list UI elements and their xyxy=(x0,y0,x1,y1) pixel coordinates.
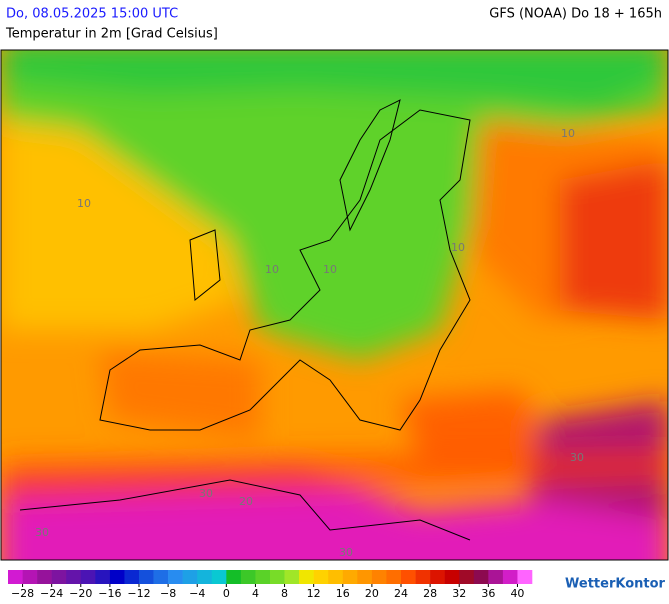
contour-label: 10 xyxy=(561,127,575,140)
colorbar-swatch xyxy=(328,570,344,584)
colorbar-tick-label: 16 xyxy=(336,587,350,600)
colorbar-tick-label: −16 xyxy=(98,587,121,600)
colorbar-tick-label: 12 xyxy=(307,587,321,600)
colorbar-swatch xyxy=(80,570,96,584)
colorbar-tick-label: −8 xyxy=(160,587,176,600)
colorbar-tick-label: −24 xyxy=(40,587,63,600)
colorbar-swatch xyxy=(299,570,314,584)
colorbar-swatch xyxy=(66,570,82,584)
colorbar-swatch xyxy=(226,570,242,584)
colorbar-swatch xyxy=(182,570,198,584)
colorbar-swatch xyxy=(517,570,533,584)
colorbar-swatch xyxy=(255,570,271,584)
contour-label: 10 xyxy=(265,263,279,276)
contour-label: 30 xyxy=(339,546,353,559)
colorbar-swatch xyxy=(459,570,475,584)
colorbar-swatch xyxy=(8,570,23,584)
contour-label: 30 xyxy=(35,526,49,539)
colorbar-swatch xyxy=(342,570,358,584)
colorbar-tick-label: 20 xyxy=(365,587,379,600)
colorbar-swatch xyxy=(473,570,489,584)
contour-label: 20 xyxy=(239,495,253,508)
colorbar-tick-label: 36 xyxy=(481,587,495,600)
colorbar-tick-label: 0 xyxy=(223,587,230,600)
colorbar-swatch xyxy=(211,570,227,584)
logo: WetterKontor xyxy=(565,577,666,592)
colorbar-tick-label: 24 xyxy=(394,587,408,600)
colorbar-swatch xyxy=(51,570,67,584)
contour-label: 10 xyxy=(77,197,91,210)
colorbar-tick-label: −28 xyxy=(11,587,34,600)
colorbar-tick-label: −20 xyxy=(69,587,92,600)
map-frame xyxy=(0,49,669,561)
colorbar-swatch xyxy=(313,570,329,584)
colorbar-swatch xyxy=(401,570,416,584)
colorbar-tick-label: 40 xyxy=(510,587,524,600)
colorbar-swatch xyxy=(488,570,504,584)
colorbar-swatch xyxy=(270,570,285,584)
contour-label: 10 xyxy=(451,241,465,254)
colorbar-swatch xyxy=(37,570,52,584)
colorbar-swatch xyxy=(386,570,402,584)
contour-label: 30 xyxy=(570,451,584,464)
date: Do, 08.05.2025 15:00 UTC xyxy=(6,7,178,22)
colorbar-swatch xyxy=(197,570,213,584)
colorbar-swatch xyxy=(284,570,300,584)
colorbar-swatch xyxy=(95,570,111,584)
colorbar-swatch xyxy=(430,570,445,584)
colorbar-swatch xyxy=(22,570,38,584)
colorbar-tick-label: −12 xyxy=(127,587,150,600)
colorbar-swatch xyxy=(357,570,373,584)
map xyxy=(1,50,668,560)
colorbar-tick-label: 32 xyxy=(452,587,466,600)
colorbar-swatch xyxy=(153,570,169,584)
colorbar-tick-label: −4 xyxy=(189,587,205,600)
colorbar-tick-label: 8 xyxy=(281,587,288,600)
colorbar-swatch xyxy=(371,570,387,584)
colorbar-swatch xyxy=(124,570,140,584)
colorbar-swatch xyxy=(502,570,518,584)
colorbar-swatch xyxy=(240,570,256,584)
colorbar-tick-label: 4 xyxy=(252,587,259,600)
model: GFS (NOAA) Do 18 + 165h xyxy=(489,7,662,22)
colorbar-swatch xyxy=(415,570,431,584)
colorbar-swatch xyxy=(444,570,460,584)
colorbar-tick-label: 28 xyxy=(423,587,437,600)
contour-label: 30 xyxy=(199,487,213,500)
contour-label: 10 xyxy=(323,263,337,276)
subtitle: Temperatur in 2m [Grad Celsius] xyxy=(5,27,218,42)
colorbar-swatch xyxy=(139,570,154,584)
colorbar-swatch xyxy=(109,570,125,584)
colorbar-swatch xyxy=(168,570,183,584)
